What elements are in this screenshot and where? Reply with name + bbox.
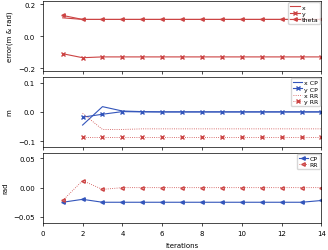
Y-axis label: m: m xyxy=(7,109,12,116)
Y-axis label: error(m & rad): error(m & rad) xyxy=(6,12,12,62)
Y-axis label: rad: rad xyxy=(2,182,8,194)
Legend: x, y, theta: x, y, theta xyxy=(289,3,320,25)
X-axis label: Iterations: Iterations xyxy=(166,242,199,248)
Legend: x CP, y CP, x RR, y RR: x CP, y CP, x RR, y RR xyxy=(291,79,320,107)
Legend: CP, RR: CP, RR xyxy=(297,154,320,170)
